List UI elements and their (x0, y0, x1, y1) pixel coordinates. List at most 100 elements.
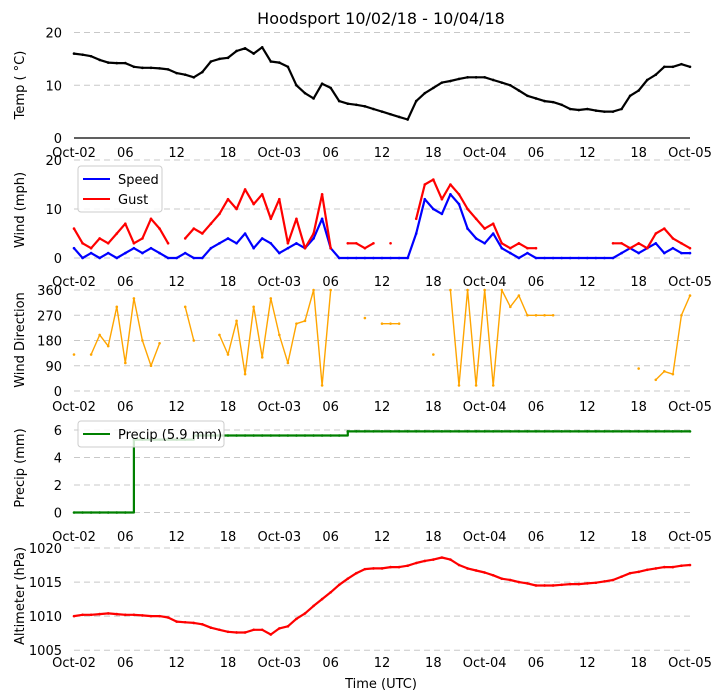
x-tick-label: 18 (630, 400, 647, 415)
x-tick-label: 06 (528, 400, 545, 415)
y-axis-label: Precip (mm) (13, 428, 28, 507)
x-tick-label: Oct-05 (668, 656, 712, 671)
y-tick-label: 10 (45, 79, 62, 94)
x-tick-label: 18 (425, 530, 442, 545)
y-axis-label: Wind (mph) (13, 172, 28, 248)
y-tick-label: 90 (45, 360, 62, 375)
x-tick-label: 18 (425, 146, 442, 161)
panel-wind: 0 10 20 Wind (mph) Oct-02 06 12 18 Oct-03 06 12 18 O… (13, 154, 712, 290)
series-line (73, 46, 691, 121)
x-tick-label: Oct-05 (668, 530, 712, 545)
y-tick-label: 4 (54, 452, 62, 467)
x-tick-label: 12 (168, 656, 185, 671)
legend-label: Precip (5.9 mm) (118, 428, 222, 443)
x-tick-label: 12 (374, 530, 391, 545)
x-tick-label: 18 (630, 530, 647, 545)
x-tick-label: 18 (220, 656, 237, 671)
series-temp (72, 45, 692, 121)
y-tick-label: 20 (45, 154, 62, 169)
y-tick-label: 360 (37, 284, 62, 299)
x-tick-label: Oct-03 (257, 656, 301, 671)
legend-box (77, 165, 163, 213)
x-tick-label: 06 (117, 275, 134, 290)
x-tick-label: Oct-02 (52, 656, 96, 671)
x-tick-label: 12 (579, 275, 596, 290)
x-tick-label: Oct-04 (463, 275, 507, 290)
x-tick-label: 06 (322, 656, 339, 671)
x-tick-label: 18 (220, 146, 237, 161)
y-tick-label: 1015 (29, 576, 62, 591)
x-tick-label: 18 (220, 275, 237, 290)
x-tick-label: 18 (630, 656, 647, 671)
x-tick-label: 06 (117, 400, 134, 415)
x-tick-label: 18 (220, 530, 237, 545)
series-line (73, 178, 691, 250)
x-tick-label: 18 (630, 275, 647, 290)
x-tick-label: 12 (168, 400, 185, 415)
x-tick-label: 18 (425, 275, 442, 290)
series-direction (72, 288, 692, 387)
panel-wind-direction: 0 90 180 270 360 Wind Direction Oct-02 06 12 18 Oc… (13, 284, 712, 415)
x-tick-label: 06 (528, 146, 545, 161)
x-tick-label: Oct-03 (257, 400, 301, 415)
series-line (90, 289, 691, 387)
data-point (389, 242, 392, 245)
legend-label: Gust (118, 193, 148, 208)
data-point (637, 367, 640, 370)
x-tick-label: Oct-04 (463, 146, 507, 161)
y-tick-label: 270 (37, 309, 62, 324)
y-tick-label: 0 (54, 507, 62, 522)
x-tick-label: 12 (168, 530, 185, 545)
y-axis-label: Temp ( °C) (13, 51, 28, 121)
y-tick-label: 2 (54, 479, 62, 494)
x-tick-label: Oct-05 (668, 146, 712, 161)
x-tick-label: 06 (322, 275, 339, 290)
x-tick-label: 06 (322, 146, 339, 161)
chart-title: Hoodsport 10/02/18 - 10/04/18 (257, 9, 505, 28)
x-tick-label: 12 (374, 400, 391, 415)
x-tick-label: Oct-04 (463, 656, 507, 671)
x-tick-label: Oct-05 (668, 400, 712, 415)
series-speed (72, 193, 692, 260)
x-tick-label: 12 (579, 530, 596, 545)
y-tick-label: 1005 (29, 644, 62, 659)
x-tick-label: 06 (528, 275, 545, 290)
x-tick-label: 12 (374, 146, 391, 161)
y-tick-label: 10 (45, 203, 62, 218)
x-tick-label: Oct-02 (52, 530, 96, 545)
data-point (432, 353, 435, 356)
x-tick-label: 12 (579, 656, 596, 671)
x-tick-label: Oct-02 (52, 400, 96, 415)
y-axis-label: Altimeter (hPa) (13, 547, 28, 645)
x-tick-label: 06 (528, 530, 545, 545)
x-tick-label: Oct-03 (257, 275, 301, 290)
panel-temp: 0 10 20 Temp ( °C) Oct-02 06 12 18 Oct-03 06 12 18 O… (13, 27, 712, 162)
x-axis-label: Time (UTC) (344, 677, 417, 692)
panel-precip: 0 2 4 6 Precip (mm) Oct-02 06 12 18 Oct-03 06 12 18 O… (13, 420, 712, 545)
y-tick-label: 1020 (29, 542, 62, 557)
data-point (363, 316, 367, 320)
x-tick-label: 12 (579, 400, 596, 415)
y-tick-label: 0 (54, 132, 62, 147)
x-tick-label: 06 (117, 146, 134, 161)
x-tick-label: 06 (117, 530, 134, 545)
x-tick-label: 12 (374, 275, 391, 290)
x-tick-label: 18 (220, 400, 237, 415)
y-tick-label: 180 (37, 335, 62, 350)
y-tick-label: 0 (54, 252, 62, 267)
y-axis-label: Wind Direction (13, 292, 28, 388)
x-tick-label: Oct-02 (52, 275, 96, 290)
x-tick-label: Oct-04 (463, 400, 507, 415)
x-tick-label: 18 (630, 146, 647, 161)
x-tick-label: 12 (374, 656, 391, 671)
series-gust (72, 178, 692, 250)
y-tick-label: 20 (45, 27, 62, 42)
x-tick-label: 18 (425, 656, 442, 671)
series-altimeter (72, 556, 692, 636)
x-tick-label: 06 (322, 530, 339, 545)
x-tick-label: 06 (117, 656, 134, 671)
x-tick-label: Oct-02 (52, 146, 96, 161)
x-tick-label: 12 (168, 275, 185, 290)
